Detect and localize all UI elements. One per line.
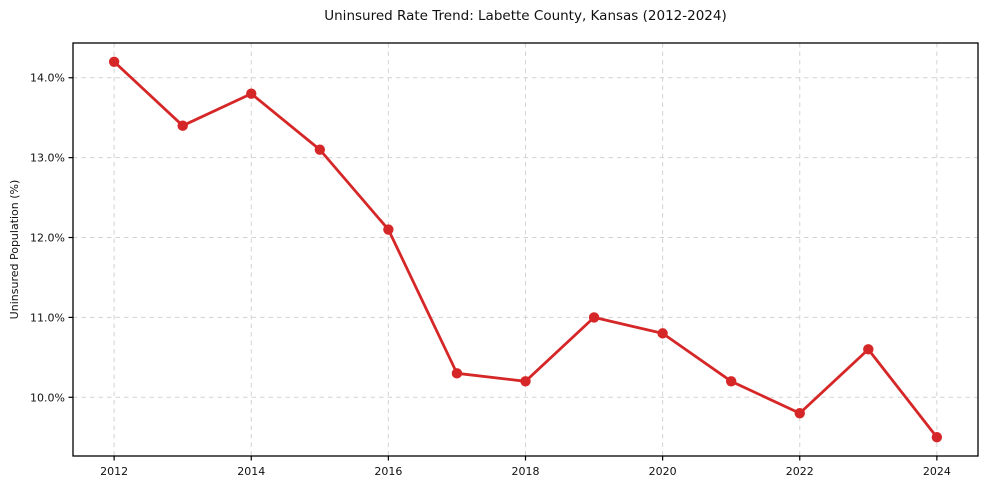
data-point-2020 <box>657 328 668 339</box>
data-point-2012 <box>108 56 120 67</box>
data-point-2024 <box>931 432 943 443</box>
data-point-2022 <box>794 408 805 419</box>
x-tick-label: 2016 <box>374 465 402 478</box>
x-tick-label: 2024 <box>923 465 951 478</box>
x-tick-label: 2020 <box>649 465 677 478</box>
y-tick-label: 13.0% <box>30 152 65 165</box>
x-tick-label: 2022 <box>786 465 814 478</box>
data-point-2021 <box>725 376 737 387</box>
data-point-2013 <box>177 120 188 131</box>
x-tick-label: 2018 <box>512 465 540 478</box>
y-tick-label: 10.0% <box>30 391 65 404</box>
data-point-2018 <box>520 376 531 387</box>
data-point-2017 <box>451 368 463 379</box>
data-point-2015 <box>314 144 326 155</box>
data-point-2014 <box>246 88 257 99</box>
chart-title: Uninsured Rate Trend: Labette County, Ka… <box>324 8 727 24</box>
y-tick-label: 11.0% <box>30 311 65 324</box>
x-tick-label: 2014 <box>237 465 265 478</box>
y-tick-label: 12.0% <box>30 232 65 245</box>
y-tick-label: 14.0% <box>30 72 65 85</box>
x-tick-label: 2012 <box>100 465 128 478</box>
data-point-2019 <box>588 312 600 323</box>
data-point-2023 <box>863 344 874 355</box>
data-point-2016 <box>383 224 394 235</box>
